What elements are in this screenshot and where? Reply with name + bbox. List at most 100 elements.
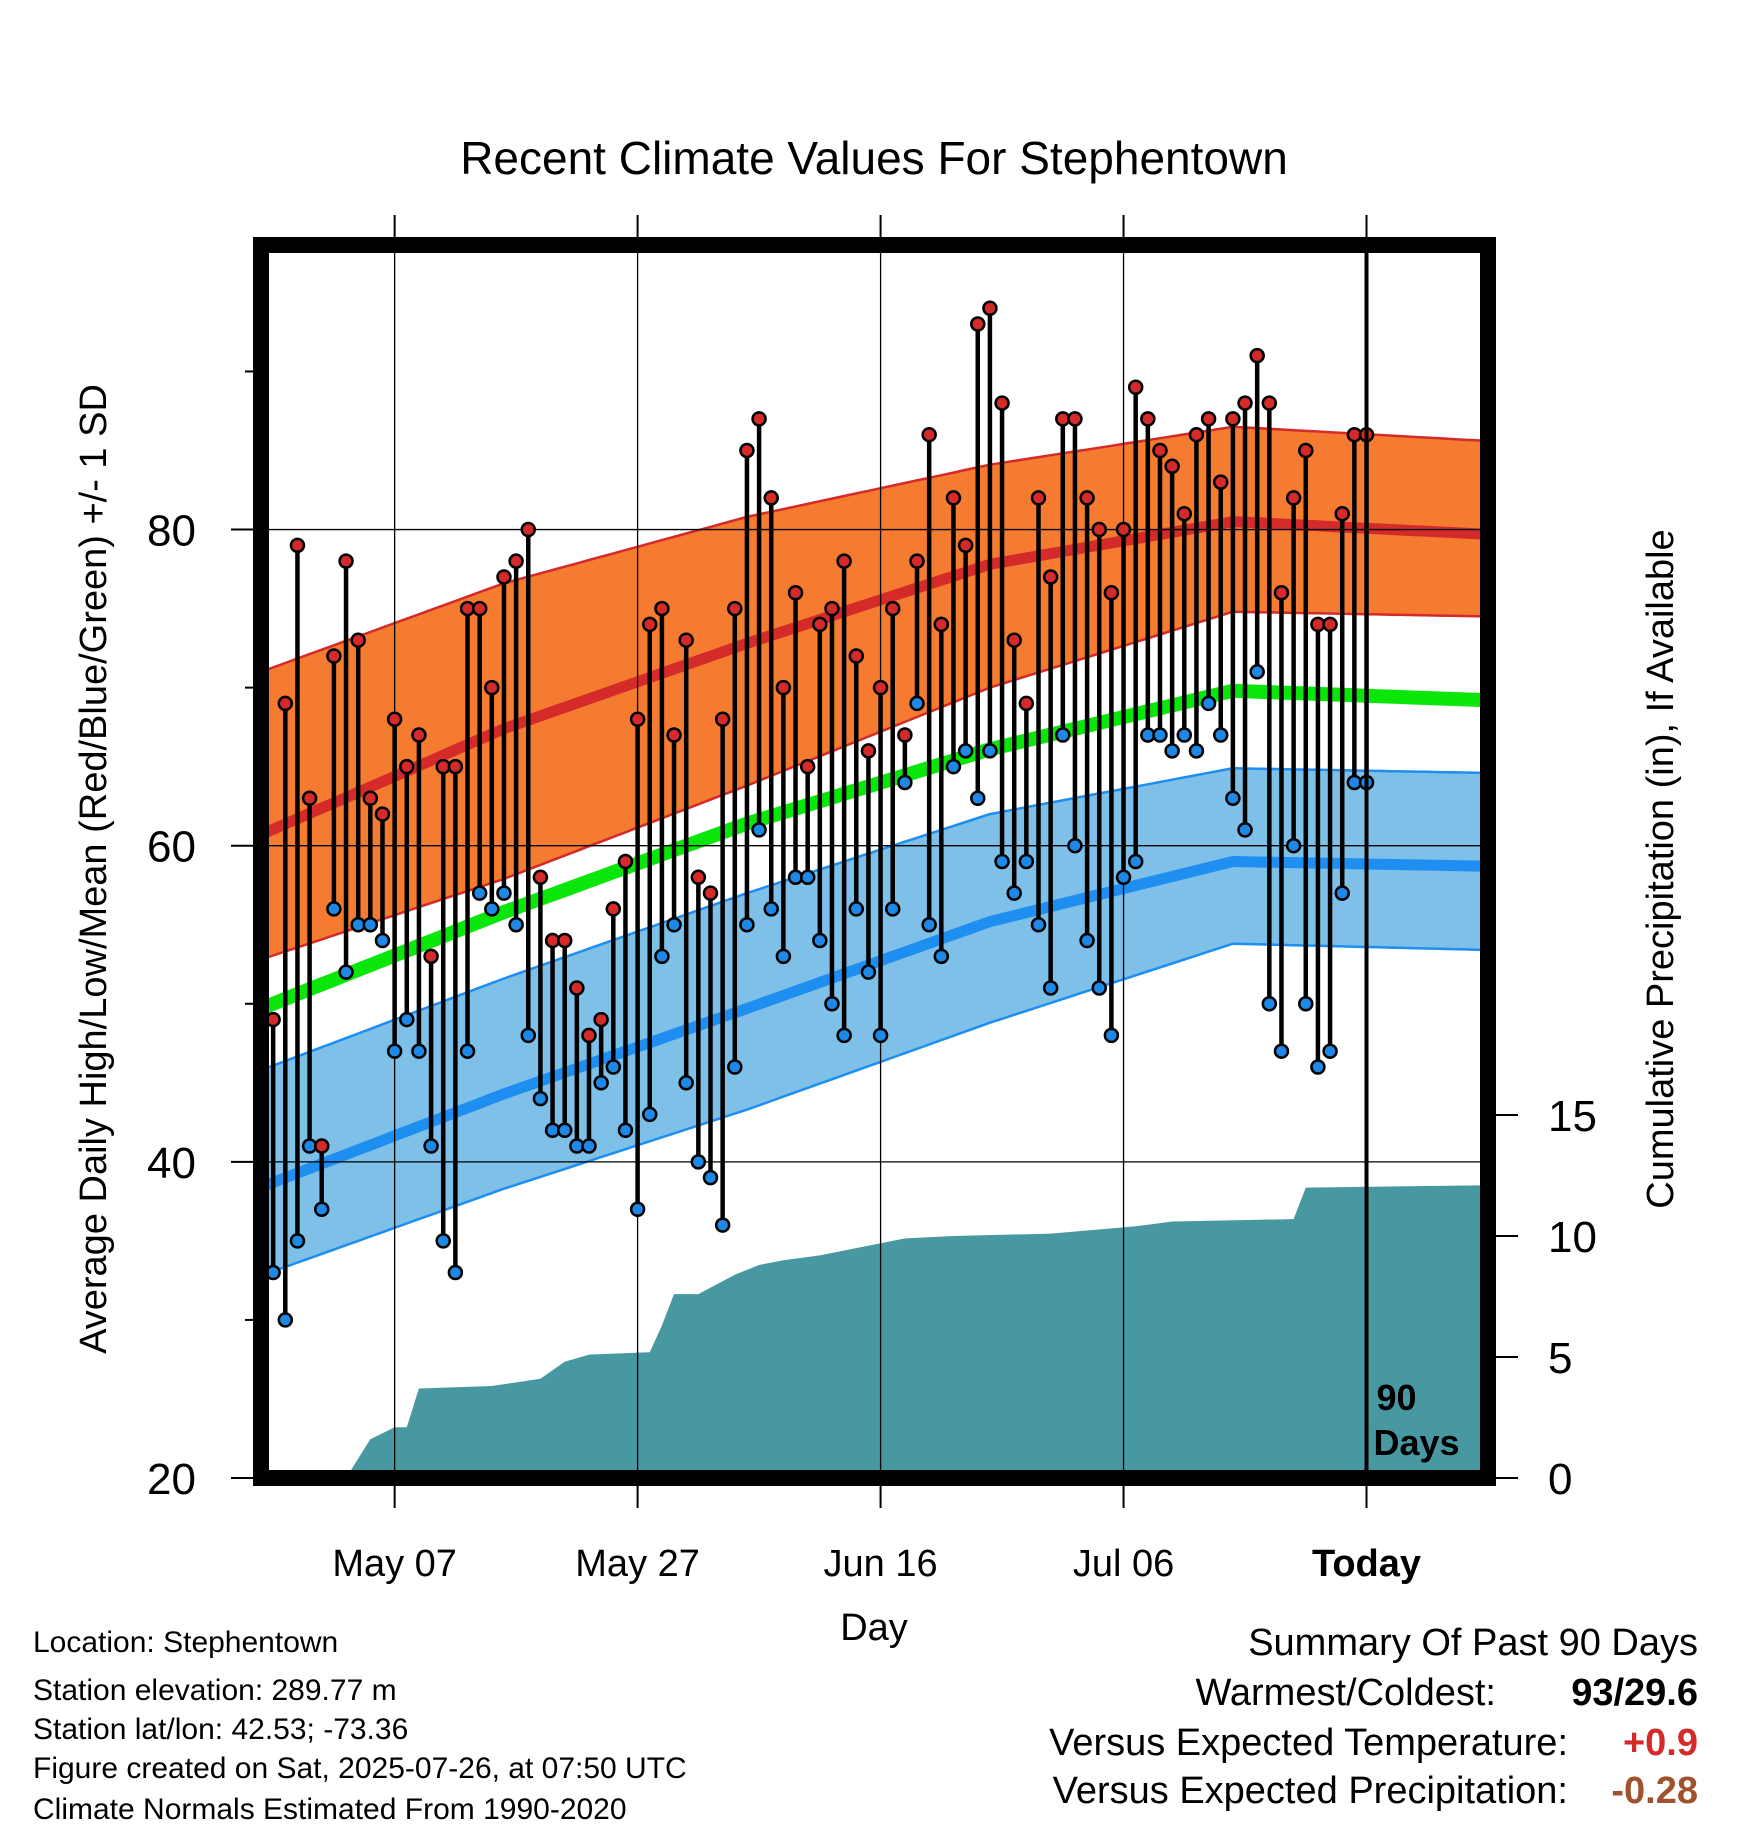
daily-high-point [1285,490,1302,506]
y2-tick-label: 15 [1548,1092,1597,1141]
y2-tick-label: 10 [1548,1213,1597,1262]
daily-high-point [520,521,537,538]
y2-axis-label: Cumulative Precipitation (in), If Availa… [1640,529,1682,1208]
daily-high-point [532,869,549,886]
daily-high-point [1079,490,1095,506]
daily-low-point [1127,853,1144,870]
daily-high-point [593,1011,609,1028]
daily-high-point [617,853,634,870]
daily-low-point [775,948,792,965]
daily-high-point [386,711,403,727]
daily-low-point [459,1043,476,1059]
daily-low-point [1115,869,1132,886]
daily-low-point [860,964,877,980]
daily-low-point [1079,932,1095,949]
daily-high-point [751,411,767,427]
daily-low-point [727,1059,743,1075]
daily-high-point [447,758,464,775]
daily-high-point [301,790,318,807]
daily-high-point [1176,505,1193,522]
warmest-coldest-value: 93/29.6 [1571,1672,1698,1715]
daily-low-point [1310,1059,1326,1075]
daily-high-point [739,442,755,459]
daily-high-point [714,711,731,727]
x-tick-label: Jul 06 [1073,1543,1174,1585]
coldest-value: 29.6 [1624,1672,1698,1714]
daily-low-point [1225,790,1241,807]
daily-high-point [1030,490,1047,506]
period-label-number: 90 [1377,1377,1417,1418]
daily-high-point [399,758,415,775]
daily-low-point [1322,1043,1338,1059]
daily-low-point [1249,664,1265,680]
daily-high-point [484,679,500,696]
plot-frame [253,237,1496,1486]
daily-high-point [860,743,877,759]
daily-low-point [581,1138,597,1154]
summary-precipitation: Versus Expected Precipitation: -0.28 [900,1770,1698,1816]
daily-low-point [338,964,354,980]
daily-low-point [1067,837,1083,854]
daily-low-point [970,790,986,807]
daily-high-point [1334,505,1350,522]
summary-temperature: Versus Expected Temperature: +0.9 [900,1722,1698,1768]
daily-low-point [617,1122,634,1138]
daily-low-point [1188,743,1205,759]
daily-low-point [435,1233,451,1249]
daily-high-point [374,806,391,822]
daily-low-point [642,1106,658,1123]
daily-high-point [1115,521,1132,538]
daily-high-point [945,490,962,506]
daily-high-point [556,932,573,949]
daily-high-point [897,727,913,743]
summary-heading: Summary Of Past 90 Days [1248,1622,1698,1664]
latlon-text: Station lat/lon: 42.53; -73.36 [33,1713,409,1746]
temp-label: Versus Expected Temperature: [1049,1722,1568,1764]
daily-high-point [1200,411,1217,427]
daily-high-point [678,632,694,648]
daily-high-point [1006,632,1022,648]
precip-value: -0.28 [1611,1770,1698,1812]
daily-high-point [933,616,950,633]
daily-low-point [678,1075,694,1091]
y-tick-label: 20 [147,1455,196,1504]
summary-warmest-coldest: Warmest/Coldest: 93/29.6 [1100,1672,1698,1718]
temp-value: +0.9 [1622,1722,1698,1764]
daily-low-point [399,1011,415,1028]
daily-low-point [1285,837,1302,854]
daily-low-point [1042,980,1059,996]
daily-high-point [1237,395,1253,411]
daily-high-point [848,648,865,664]
daily-low-point [1055,727,1071,743]
daily-low-point [739,916,755,933]
daily-high-point [836,553,852,569]
daily-low-point [945,758,962,775]
daily-high-point [970,316,986,332]
x-tick-label: Today [1312,1543,1421,1585]
daily-high-point [787,585,804,601]
chart-title: Recent Climate Values For Stephentown [460,132,1288,184]
daily-high-point [690,869,707,886]
daily-high-point [350,632,366,648]
daily-high-point [1298,442,1314,459]
daily-high-point [326,648,342,664]
x-tick-label: May 07 [332,1543,457,1585]
daily-high-point [1249,347,1265,364]
daily-low-point [836,1027,852,1044]
daily-low-point [1091,980,1107,996]
daily-high-point [1322,616,1338,633]
daily-high-point [581,1027,597,1044]
daily-high-point [423,948,439,965]
y-tick-label: 80 [147,507,196,556]
daily-low-point [702,1169,719,1186]
daily-low-point [423,1138,439,1154]
daily-low-point [994,853,1010,870]
daily-low-point [812,932,828,949]
daily-high-point [642,616,658,633]
daily-low-point [1334,885,1350,901]
daily-high-point [313,1138,330,1154]
daily-low-point [1030,916,1047,933]
daily-low-point [690,1154,707,1170]
